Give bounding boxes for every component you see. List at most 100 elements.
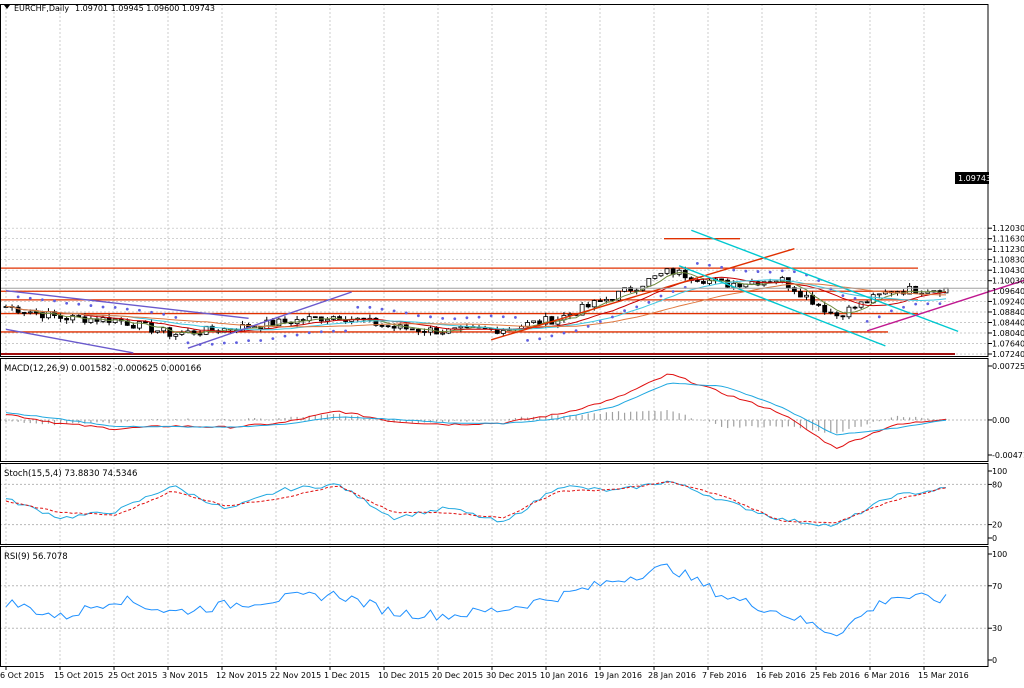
candle-body <box>597 300 603 302</box>
collapse-arrow-icon[interactable] <box>4 5 10 9</box>
sar-dot <box>247 339 250 343</box>
stochastic-panel[interactable] <box>5 480 947 527</box>
candle[interactable] <box>652 275 658 280</box>
channel-line[interactable] <box>691 229 959 333</box>
rsi-panel[interactable] <box>5 563 947 637</box>
candle[interactable] <box>804 291 809 301</box>
candle[interactable] <box>913 285 919 294</box>
candle-body <box>864 301 870 304</box>
candle-body <box>616 290 621 301</box>
candle[interactable] <box>276 317 282 327</box>
candle[interactable] <box>816 303 822 307</box>
candle[interactable] <box>682 266 688 281</box>
trend-line[interactable] <box>490 247 795 341</box>
y-tick-label: 1.10030 <box>992 277 1024 286</box>
candle[interactable] <box>409 328 415 331</box>
candle[interactable] <box>137 320 142 331</box>
y-tick-label: 30 <box>992 624 1002 633</box>
candle[interactable] <box>664 268 670 276</box>
y-tick-label: 100 <box>992 550 1007 559</box>
macd-panel[interactable] <box>5 373 947 449</box>
ma-red-line[interactable] <box>5 276 947 333</box>
candle[interactable] <box>70 313 76 324</box>
candle[interactable] <box>173 333 179 340</box>
channel-line[interactable] <box>5 328 134 354</box>
sar-dot <box>853 296 857 300</box>
macd-signal-line[interactable] <box>5 382 947 436</box>
sar-dot <box>477 315 481 319</box>
rsi-line[interactable] <box>5 563 947 637</box>
candle[interactable] <box>755 280 761 287</box>
panel-frames <box>0 4 989 667</box>
candle[interactable] <box>179 330 185 336</box>
candle[interactable] <box>822 301 828 315</box>
ma-cyan-line[interactable] <box>5 279 947 331</box>
candle[interactable] <box>834 311 840 319</box>
candle[interactable] <box>616 290 621 302</box>
candle[interactable] <box>428 326 433 336</box>
candle[interactable] <box>21 311 27 317</box>
candle[interactable] <box>130 322 136 329</box>
candle[interactable] <box>155 330 161 334</box>
channel-line[interactable] <box>187 291 352 349</box>
candle[interactable] <box>415 327 421 336</box>
candle-body <box>137 321 142 329</box>
stoch-k-line[interactable] <box>5 480 947 527</box>
candle[interactable] <box>39 310 45 322</box>
candle[interactable] <box>15 305 21 315</box>
candle[interactable] <box>852 305 858 310</box>
candle[interactable] <box>549 315 555 325</box>
candle[interactable] <box>840 315 846 320</box>
candle[interactable] <box>828 308 834 315</box>
ma-slow-line[interactable] <box>5 283 946 328</box>
candle[interactable] <box>149 319 154 335</box>
candle[interactable] <box>670 267 676 278</box>
candle[interactable] <box>373 317 379 327</box>
candle[interactable] <box>64 316 70 324</box>
stoch-d-line[interactable] <box>5 481 947 524</box>
candle[interactable] <box>167 326 173 340</box>
macd-line[interactable] <box>5 373 947 449</box>
candle-body <box>603 298 609 302</box>
candle-body <box>458 326 464 329</box>
candle-body <box>409 328 415 331</box>
candle-body <box>591 300 597 308</box>
candle[interactable] <box>543 312 549 328</box>
candle[interactable] <box>846 304 852 320</box>
candle[interactable] <box>325 317 330 325</box>
sar-dot <box>671 290 675 293</box>
candle[interactable] <box>191 329 197 336</box>
candle[interactable] <box>264 316 270 330</box>
candle[interactable] <box>628 285 634 293</box>
candle[interactable] <box>525 320 530 327</box>
candle[interactable] <box>440 329 446 336</box>
sar-dot <box>138 308 141 312</box>
candle[interactable] <box>798 288 803 298</box>
candle-body <box>810 294 815 305</box>
candle-body <box>610 298 615 301</box>
candle[interactable] <box>610 298 615 302</box>
sar-dot <box>598 320 602 323</box>
candle[interactable] <box>597 298 603 302</box>
candle[interactable] <box>161 326 167 334</box>
candle-body <box>876 293 882 296</box>
candle[interactable] <box>385 325 391 328</box>
sar-dot <box>89 304 93 307</box>
candle[interactable] <box>494 326 500 335</box>
trend-line[interactable] <box>866 276 1024 332</box>
candle[interactable] <box>585 301 591 309</box>
candle[interactable] <box>646 278 652 287</box>
candle[interactable] <box>791 285 797 295</box>
sar-dot <box>162 312 166 316</box>
candle-body <box>755 281 761 286</box>
channel-line[interactable] <box>678 265 886 347</box>
candle[interactable] <box>658 272 664 278</box>
panel-frame-rsi <box>0 546 989 667</box>
candle[interactable] <box>864 300 870 304</box>
price-panel[interactable] <box>0 229 1024 355</box>
candle[interactable] <box>531 320 537 324</box>
candle[interactable] <box>88 316 94 324</box>
channel-line[interactable] <box>5 289 249 319</box>
candle[interactable] <box>858 301 864 309</box>
candle[interactable] <box>312 316 318 319</box>
